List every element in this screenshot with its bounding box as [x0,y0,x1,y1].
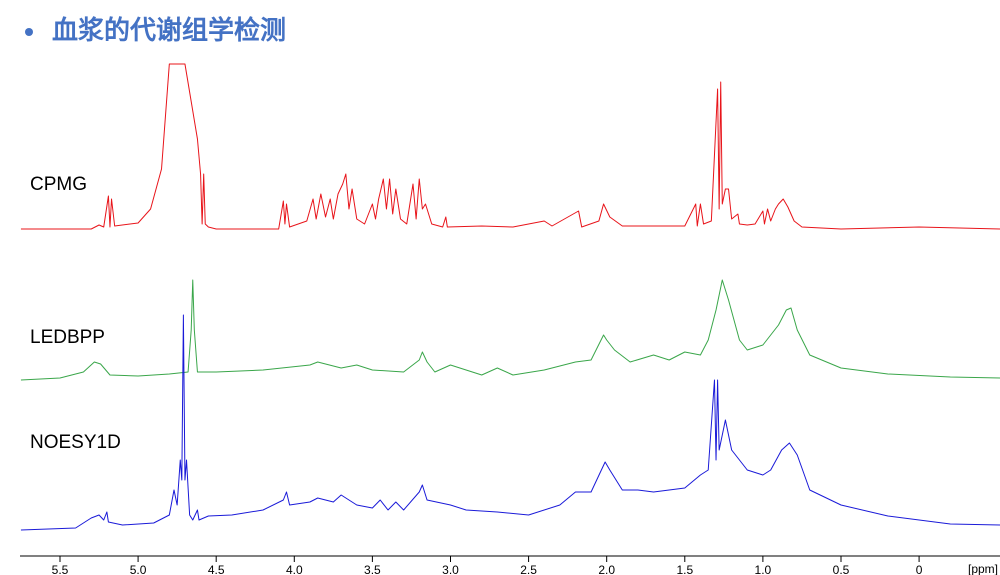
spectrum-line [20,314,1000,531]
series-label: CPMG [30,174,87,195]
x-tick-label: 1.5 [676,563,693,575]
x-tick-label: 4.0 [286,563,303,575]
series-label: NOESY1D [30,432,121,453]
spectrum-line [20,279,1000,381]
x-axis-label: [ppm] [968,562,998,575]
slide-title: 血浆的代谢组学检测 [52,15,286,46]
bullet [25,28,33,36]
x-tick-label: 0 [916,563,923,575]
x-tick-label: 1.0 [755,563,772,575]
x-tick-label: 5.0 [130,563,147,575]
x-tick-label: 4.5 [208,563,225,575]
series-label: LEDBPP [30,327,105,348]
spectrum-line [20,63,1000,230]
x-tick-label: 2.5 [520,563,537,575]
x-tick-label: 3.0 [442,563,459,575]
x-tick-label: 0.5 [833,563,850,575]
x-tick-label: 2.0 [598,563,615,575]
x-tick-label: 3.5 [364,563,381,575]
x-tick-label: 5.5 [52,563,69,575]
